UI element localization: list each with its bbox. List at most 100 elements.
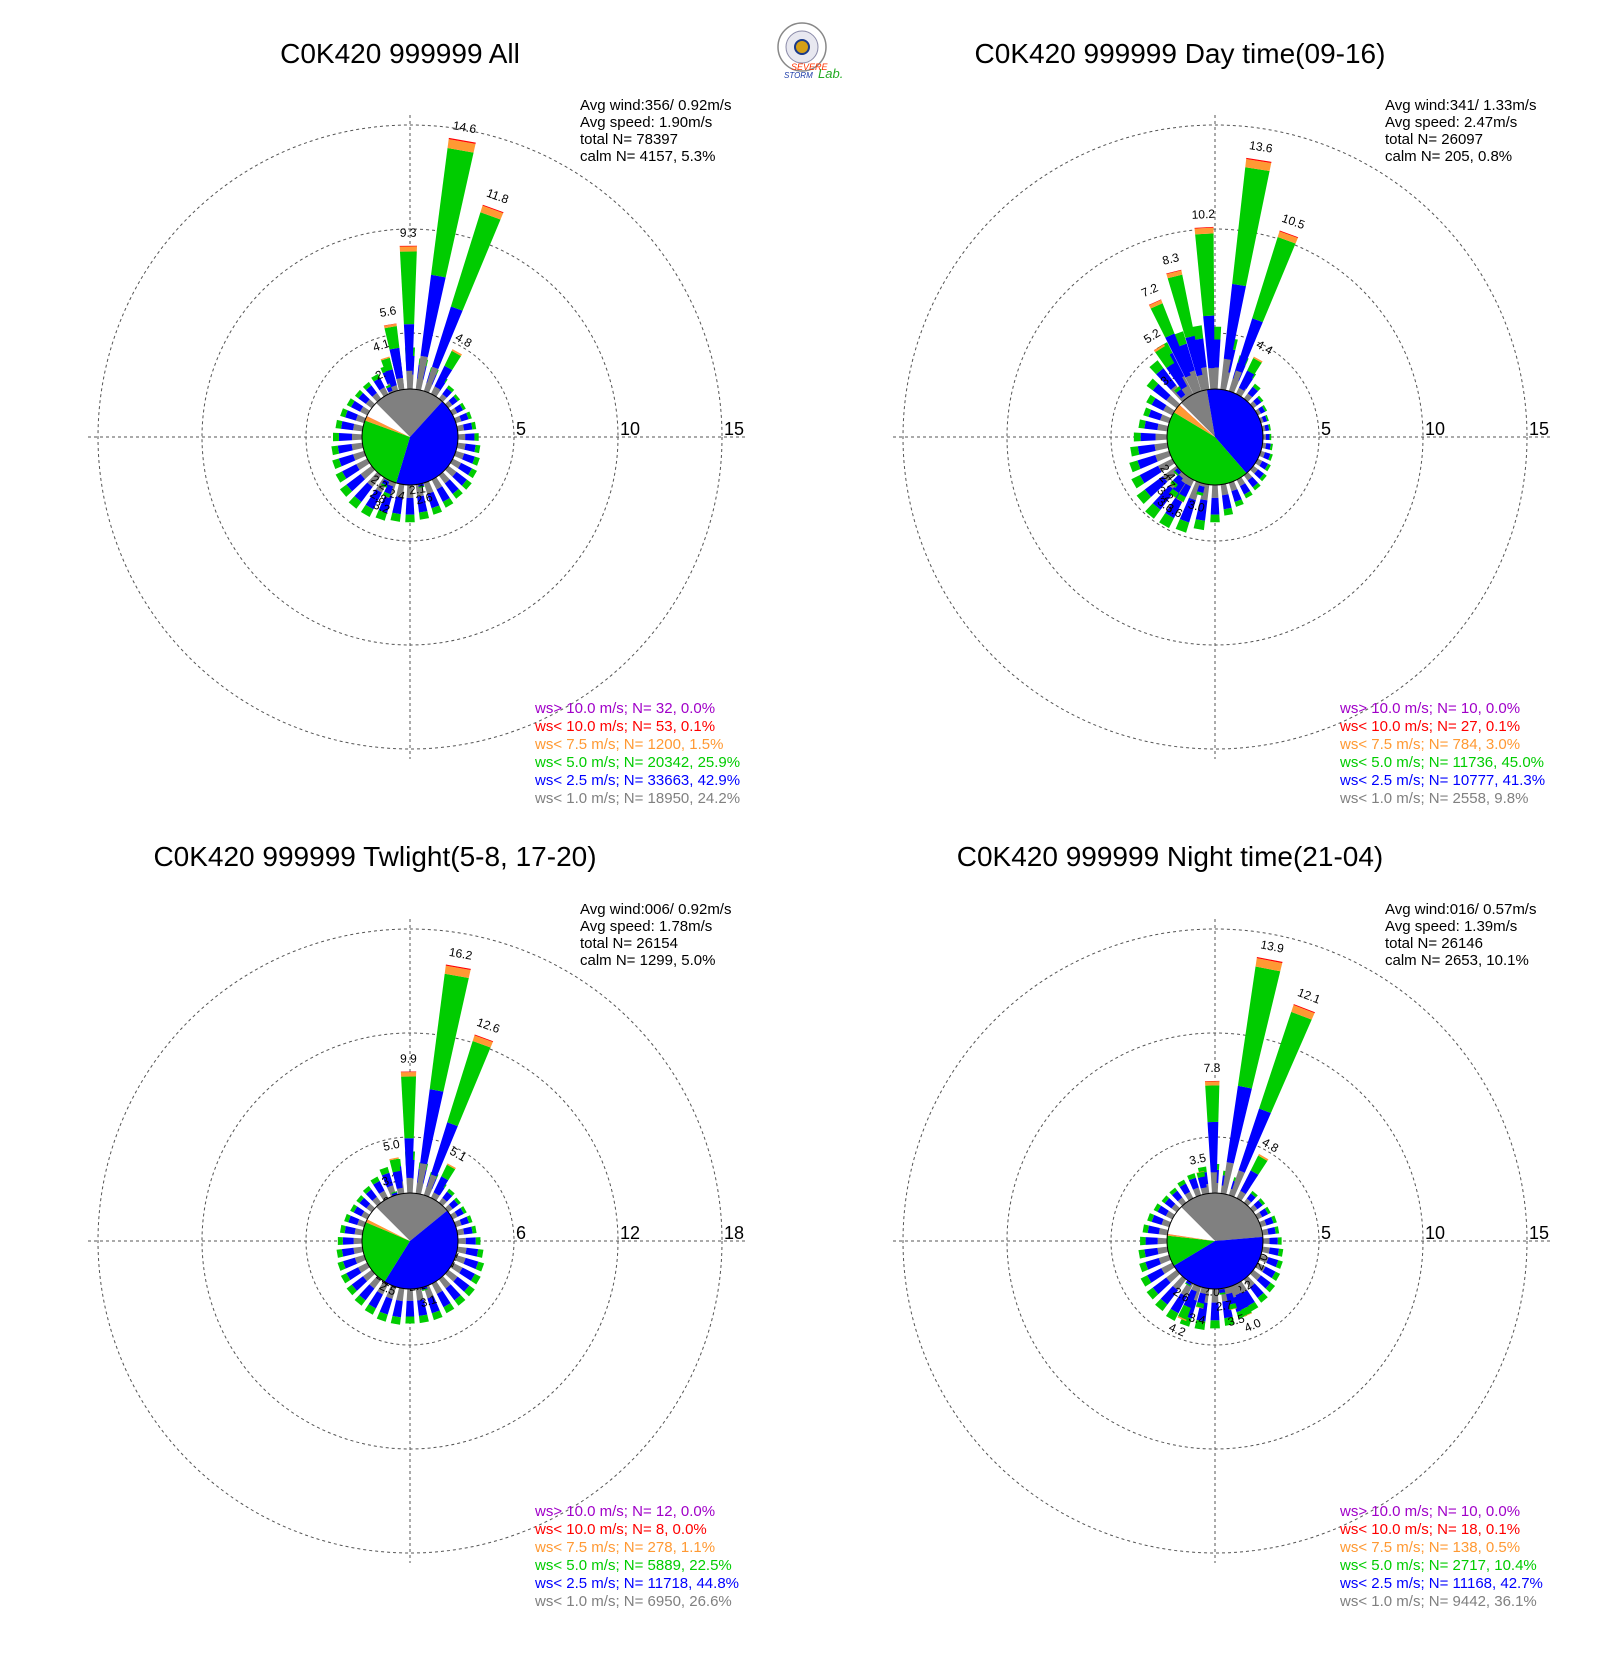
minor-bar-segment	[1249, 401, 1257, 409]
minor-bar-segment	[1147, 1268, 1165, 1283]
minor-bar-segment	[360, 504, 374, 517]
minor-bar-segment	[445, 1284, 461, 1301]
minor-bar-segment	[341, 1247, 355, 1257]
minor-bar-segment	[1156, 368, 1177, 390]
minor-bar-segment	[453, 1276, 470, 1292]
stats-line: Avg speed: 1.78m/s	[580, 918, 712, 935]
logo-text-lab: Lab.	[818, 66, 843, 81]
minor-bar-segment	[346, 1284, 357, 1296]
minor-bar-segment	[351, 1276, 368, 1291]
wind-bar-segment	[474, 1034, 494, 1043]
minor-bar-segment	[1262, 405, 1268, 412]
wind-bar-segment	[434, 365, 453, 390]
wind-bar-segment	[406, 370, 413, 392]
wind-bar-segment	[1195, 1306, 1204, 1309]
wind-bar-segment	[445, 964, 471, 971]
minor-bar-segment	[457, 433, 466, 441]
minor-bar-segment	[476, 1249, 484, 1258]
wind-bar-segment	[1237, 966, 1281, 1089]
wind-bar-segment	[1176, 388, 1186, 399]
minor-bar-segment	[1210, 514, 1220, 523]
minor-bar-segment	[1258, 1198, 1266, 1206]
minor-bar-segment	[365, 385, 377, 397]
minor-bar-segment	[415, 483, 424, 497]
minor-bar-segment	[1137, 455, 1158, 469]
minor-bar-segment	[351, 442, 364, 451]
wind-bar-segment	[1197, 1176, 1207, 1189]
minor-bar-segment	[361, 1211, 370, 1220]
minor-bar-segment	[1262, 1266, 1276, 1279]
minor-bar-segment	[365, 399, 376, 409]
minor-bar-segment	[448, 396, 458, 406]
wind-bar-segment	[1174, 468, 1182, 475]
minor-bar-segment	[337, 1261, 346, 1271]
wind-bar-segment	[1279, 230, 1299, 239]
wind-bar-segment	[415, 355, 428, 393]
minor-bar-segment	[331, 445, 340, 456]
bar-value-label: 16.2	[448, 945, 474, 963]
minor-bar-segment	[405, 1316, 415, 1324]
wind-bar-segment	[389, 1158, 401, 1173]
minor-bar-segment	[462, 453, 475, 464]
bar-value-label: 5.0	[382, 1137, 401, 1154]
wind-bar-segment	[472, 1035, 493, 1048]
minor-bar-segment	[456, 1228, 465, 1236]
minor-bar-segment	[456, 1246, 467, 1255]
bar-value-label: 4.4	[1254, 337, 1276, 357]
minor-bar-segment	[1269, 1237, 1278, 1245]
minor-bar-segment	[405, 497, 415, 515]
minor-bar-segment	[1221, 494, 1232, 510]
wind-bar-segment	[1150, 303, 1175, 338]
grid-ring	[201, 228, 619, 646]
legend-entry: ws< 7.5 m/s; N= 278, 1.1%	[534, 1539, 715, 1556]
minor-bar-segment	[431, 505, 443, 515]
minor-bar-segment	[1257, 395, 1264, 403]
minor-bar-segment	[1239, 483, 1251, 495]
logo-text-severe: SEVERE	[791, 62, 829, 72]
minor-bar-segment	[1247, 386, 1259, 398]
radial-tick-label: 5	[1321, 1223, 1331, 1243]
minor-bar-segment	[1158, 1228, 1169, 1236]
wind-bar-segment	[441, 1164, 456, 1181]
wind-bar-segment	[389, 1157, 399, 1161]
minor-bar-segment	[1249, 1283, 1264, 1298]
wind-bar-segment	[1235, 1292, 1249, 1310]
minor-bar-segment	[466, 411, 472, 420]
wind-bar-segment	[1185, 1280, 1192, 1286]
minor-bar-segment	[1151, 398, 1167, 411]
center-pie-outline	[361, 1192, 459, 1290]
minor-bar-segment	[464, 443, 476, 453]
minor-bar-segment	[1250, 1190, 1258, 1198]
minor-bar-segment	[1264, 424, 1270, 431]
minor-bar-segment	[1159, 513, 1174, 529]
minor-bar-segment	[471, 421, 477, 430]
minor-bar-segment	[390, 512, 401, 522]
minor-bar-segment	[1256, 1275, 1271, 1289]
minor-bar-segment	[378, 493, 393, 514]
minor-bar-segment	[1247, 476, 1259, 488]
panel-title: C0K420 999999 All	[280, 38, 520, 69]
minor-bar-segment	[442, 497, 454, 508]
minor-bar-segment	[1164, 1197, 1176, 1209]
minor-bar-segment	[367, 471, 382, 487]
radial-tick-label: 10	[1425, 419, 1445, 439]
minor-bar-segment	[353, 1206, 365, 1217]
legend-entry: ws> 10.0 m/s; N= 32, 0.0%	[534, 700, 715, 717]
center-pie-slice	[1179, 403, 1215, 437]
wind-bar-segment	[1196, 491, 1204, 496]
minor-bar-segment	[1165, 1210, 1175, 1220]
minor-bar-segment	[1266, 1257, 1279, 1268]
minor-bar-segment	[1154, 442, 1169, 451]
minor-bar-segment	[419, 511, 430, 520]
minor-bar-segment	[444, 1269, 458, 1282]
minor-bar-segment	[396, 1287, 405, 1302]
grid-ring	[201, 1032, 619, 1450]
minor-bar-segment	[1277, 1237, 1282, 1245]
minor-bar-segment	[1188, 481, 1202, 501]
wind-bar-segment	[1185, 375, 1199, 396]
minor-bar-segment	[1129, 460, 1141, 473]
wind-bar-segment	[1166, 362, 1188, 390]
minor-bar-segment	[337, 1236, 343, 1246]
grid-ring	[1006, 228, 1424, 646]
minor-bar-segment	[1259, 473, 1267, 482]
